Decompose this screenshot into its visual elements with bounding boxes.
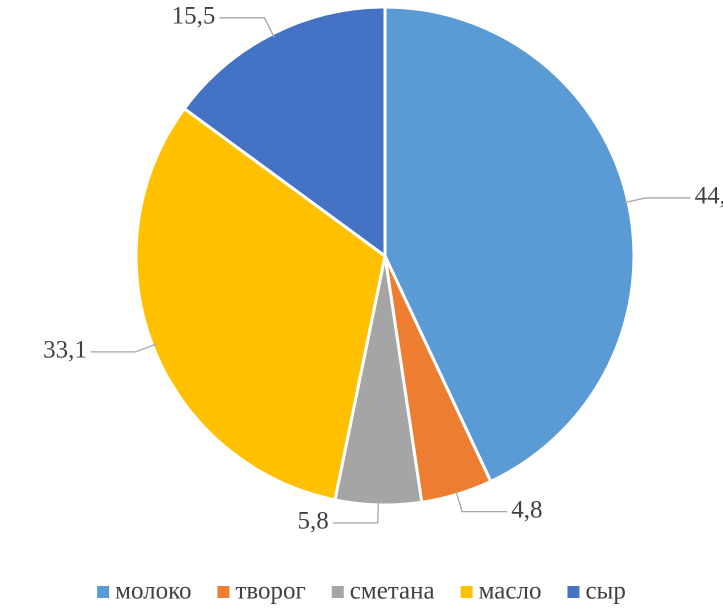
legend-swatch (217, 586, 230, 598)
data-label: 5,8 (297, 508, 328, 535)
leader-line (332, 500, 379, 524)
legend-swatch (97, 586, 110, 598)
data-label: 4,8 (511, 496, 542, 523)
leader-line (90, 343, 157, 353)
legend-label: сметана (350, 578, 435, 605)
legend-item: сметана (331, 578, 435, 605)
leader-line (623, 197, 691, 204)
legend-swatch (331, 586, 344, 598)
legend-swatch (567, 586, 580, 598)
legend-item: молоко (97, 578, 191, 605)
legend-label: масло (479, 578, 542, 605)
data-label: 15,5 (172, 3, 216, 30)
legend-item: масло (460, 578, 542, 605)
data-label: 33,1 (43, 337, 87, 364)
legend-swatch (460, 586, 473, 598)
data-label: 44,7 (695, 183, 723, 210)
legend-item: творог (217, 578, 306, 605)
legend-label: творог (235, 578, 305, 605)
legend-item: сыр (567, 578, 626, 605)
leader-line (219, 17, 275, 38)
legend-label: сыр (585, 578, 625, 605)
leader-line (455, 490, 508, 513)
legend-label: молоко (115, 578, 191, 605)
